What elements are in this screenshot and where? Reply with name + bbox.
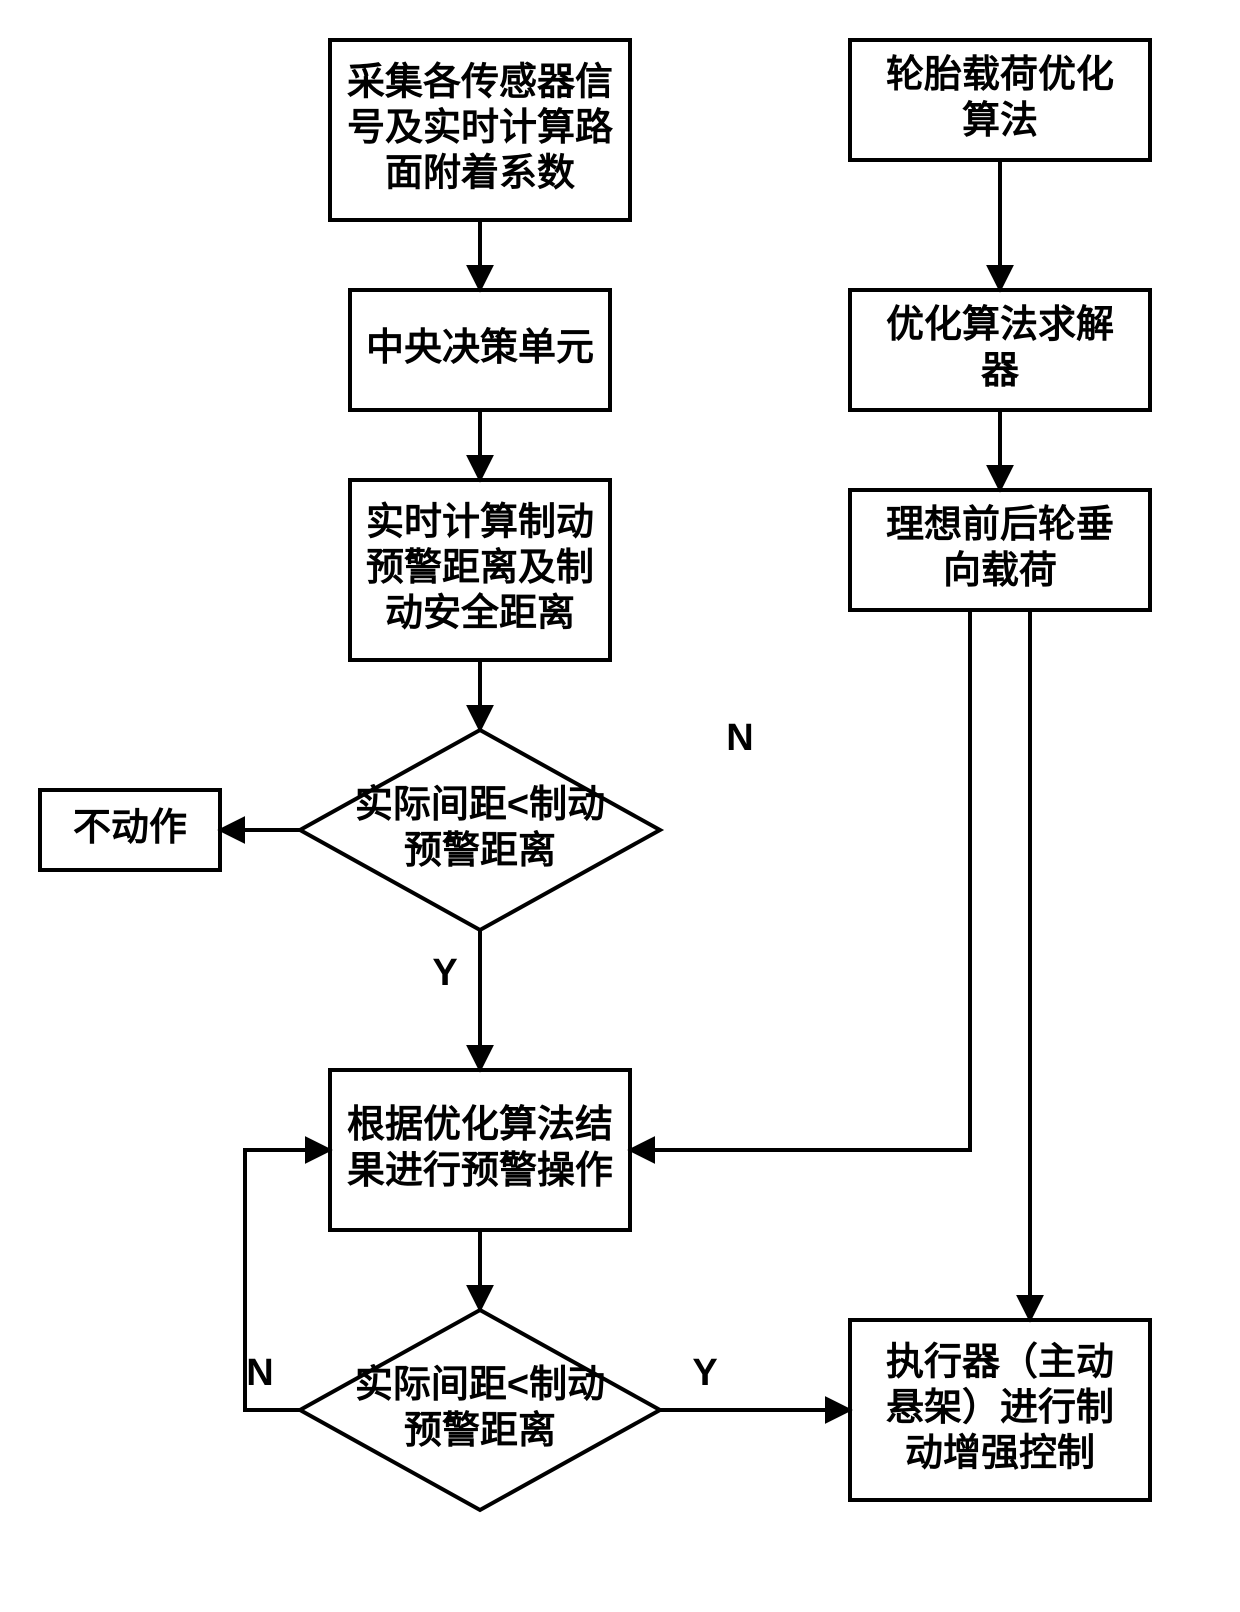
r1-text: 算法 — [962, 100, 1038, 142]
n3-text: 预警距离及制 — [366, 547, 594, 589]
r2-text: 优化算法求解 — [886, 304, 1114, 346]
d1-text: 预警距离 — [404, 830, 556, 872]
n1-text: 号及实时计算路 — [347, 107, 614, 149]
d1-text: 实际间距<制动 — [355, 784, 605, 826]
n5-text: 果进行预警操作 — [347, 1150, 613, 1192]
r4-text: 悬架）进行制 — [886, 1387, 1114, 1429]
n5-text: 根据优化算法结 — [347, 1104, 613, 1146]
edge-label: N — [246, 1352, 273, 1394]
r3-text: 理想前后轮垂 — [886, 504, 1114, 546]
d2-text: 实际间距<制动 — [355, 1364, 605, 1406]
d2-text: 预警距离 — [404, 1410, 556, 1452]
edge-label: N — [726, 717, 753, 759]
n1-text: 采集各传感器信 — [347, 60, 613, 103]
n4-text: 不动作 — [73, 807, 187, 849]
edge-label: Y — [432, 952, 457, 994]
n2-text: 中央决策单元 — [366, 327, 594, 369]
edge — [630, 610, 970, 1150]
r4-text: 执行器（主动 — [886, 1341, 1114, 1383]
n3-text: 实时计算制动 — [366, 501, 594, 543]
n1-text: 面附着系数 — [385, 153, 575, 195]
r1-text: 轮胎载荷优化 — [886, 54, 1114, 96]
n3-text: 动安全距离 — [385, 592, 575, 635]
r2-text: 器 — [981, 350, 1020, 392]
edge-label: Y — [692, 1352, 717, 1394]
r4-text: 动增强控制 — [905, 1433, 1095, 1475]
r3-text: 向载荷 — [943, 550, 1057, 592]
